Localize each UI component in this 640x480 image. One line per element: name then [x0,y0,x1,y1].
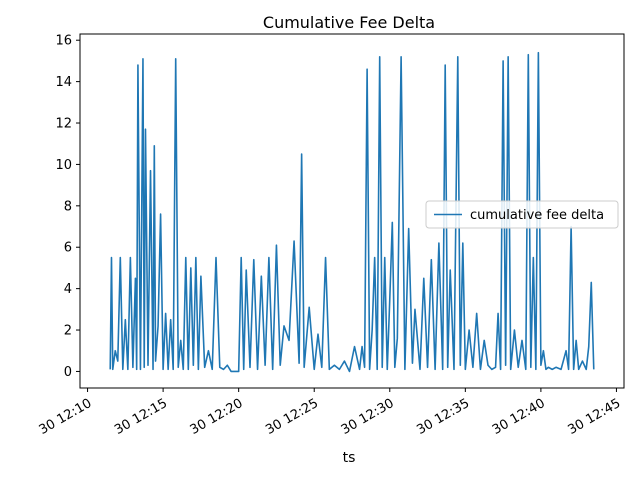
y-tick-label: 12 [55,117,72,132]
plot-frame [79,33,625,389]
y-tick-label: 2 [64,324,72,339]
legend: cumulative fee delta [425,200,619,229]
y-tick-label: 14 [55,75,72,90]
chart-title: Cumulative Fee Delta [263,13,435,32]
y-tick-label: 6 [64,241,72,256]
y-tick-label: 8 [64,199,72,214]
y-tick-label: 0 [64,365,72,380]
y-axis: 0 2 4 6 8 10 12 14 16 [55,34,80,380]
legend-box [425,200,619,229]
y-tick-label: 16 [55,34,72,49]
plot-area [79,33,625,389]
y-tick-label: 4 [64,282,72,297]
series-line [109,51,595,373]
x-axis-label: ts [343,450,356,466]
y-tick-label: 10 [55,158,72,173]
legend-entry: cumulative fee delta [470,208,604,223]
